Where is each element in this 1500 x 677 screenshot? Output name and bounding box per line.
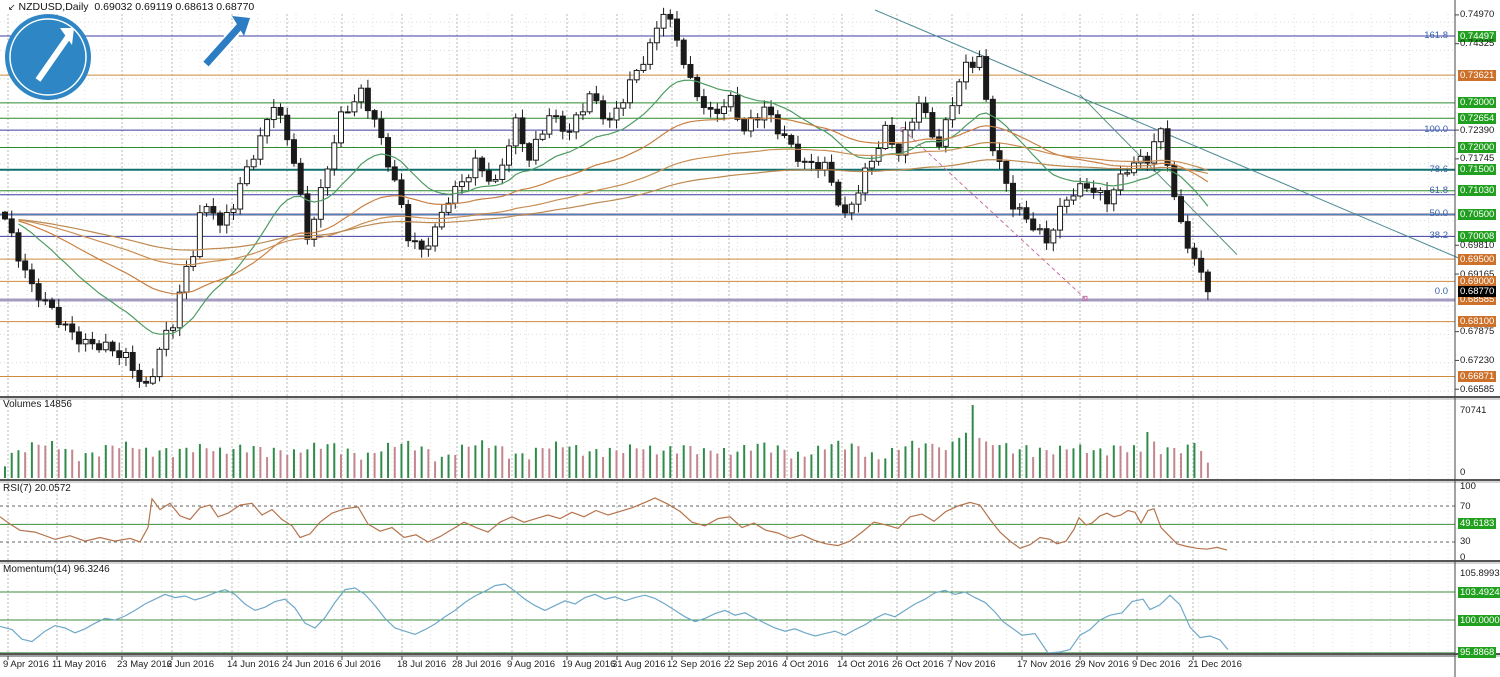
logo-arrow-icon <box>35 35 71 82</box>
date-axis-label: 6 Jul 2016 <box>337 659 381 670</box>
rsi-scale-label: 70 <box>1460 501 1471 512</box>
date-axis-label: 29 Nov 2016 <box>1075 659 1129 670</box>
date-axis-label: 9 Apr 2016 <box>3 659 49 670</box>
rsi-scale-label: 100 <box>1460 481 1476 492</box>
date-axis-label: 23 May 2016 <box>117 659 172 670</box>
date-axis-label: 18 Jul 2016 <box>397 659 447 670</box>
fib-level-label: 0.0 <box>1434 286 1448 297</box>
price-scale-label: 0.72654 <box>1458 113 1497 124</box>
price-scale-label: 0.71745 <box>1460 153 1495 164</box>
price-scale-label: 0.74970 <box>1460 9 1495 20</box>
price-scale-label: 0.71030 <box>1458 185 1497 196</box>
rsi-scale-label: 49.6183 <box>1458 518 1497 529</box>
symbol-ohlc-line: ↙ NZDUSD,Daily 0.69032 0.69119 0.68613 0.… <box>8 1 254 13</box>
price-scale-label: 0.68585 <box>1458 294 1497 305</box>
momentum-value: 96.3246 <box>73 564 110 575</box>
date-axis-label: 2 Jun 2016 <box>167 659 215 670</box>
price-scale-label: 0.70008 <box>1458 231 1497 242</box>
ohlc-low: 0.68613 <box>175 1 214 13</box>
price-scale-label: 0.72000 <box>1458 142 1497 153</box>
fib-level-label: 100.0 <box>1424 124 1448 135</box>
brand-arrow-head-icon <box>232 16 250 36</box>
price-scale-label: 0.69165 <box>1460 269 1495 280</box>
logo-ring <box>9 18 87 96</box>
volumes-indicator-label: Volumes 14856 <box>3 399 72 410</box>
rsi-name: RSI(7) <box>3 483 32 494</box>
date-axis-label: 19 Aug 2016 <box>562 659 616 670</box>
fib-level-label: 78.6 <box>1429 164 1449 175</box>
brand-arrow-icon <box>203 23 243 67</box>
date-axis-label: 28 Jul 2016 <box>452 659 502 670</box>
date-axis-label: 9 Dec 2016 <box>1132 659 1181 670</box>
momentum-scale-label: 105.8993 <box>1460 568 1500 579</box>
date-axis-label: 7 Nov 2016 <box>947 659 996 670</box>
price-scale-label: 0.71500 <box>1458 164 1497 175</box>
price-scale-label: 0.74325 <box>1460 38 1495 49</box>
price-scale-label: 0.68770 <box>1458 286 1497 297</box>
volume-scale-label: 70741 <box>1460 405 1487 416</box>
forexmart-logo-graphic <box>5 14 250 100</box>
momentum-indicator-label: Momentum(14) 96.3246 <box>3 564 110 575</box>
ohlc-high: 0.69119 <box>135 1 173 13</box>
date-axis-label: 11 May 2016 <box>52 659 107 670</box>
date-axis-label: 22 Sep 2016 <box>724 659 778 670</box>
price-scale-label: 0.73000 <box>1458 97 1497 108</box>
price-scale-label: 0.69810 <box>1460 240 1495 251</box>
rsi-value: 20.0572 <box>34 483 71 494</box>
fib-level-label: 61.8 <box>1429 185 1449 196</box>
logo-circle <box>5 14 91 100</box>
momentum-scale-label: 95.8868 <box>1458 647 1497 658</box>
fib-level-label: 38.2 <box>1429 230 1449 241</box>
date-axis-label: 14 Jun 2016 <box>227 659 280 670</box>
momentum-scale-label: 103.4924 <box>1458 587 1500 598</box>
symbol-marker-icon: ↙ <box>8 2 16 12</box>
price-scale-label: 0.67875 <box>1460 326 1495 337</box>
price-scale-label: 0.68100 <box>1458 316 1497 327</box>
date-axis-label: 4 Oct 2016 <box>782 659 829 670</box>
date-axis-label: 17 Nov 2016 <box>1017 659 1071 670</box>
date-axis-label: 24 Jun 2016 <box>282 659 335 670</box>
ohlc-close: 0.68770 <box>216 1 255 13</box>
price-scale-label: 0.70500 <box>1458 209 1497 220</box>
volumes-value: 14856 <box>44 399 72 410</box>
volume-scale-label: 0 <box>1460 467 1466 478</box>
date-axis-label: 26 Oct 2016 <box>892 659 944 670</box>
logo-arrow-head-icon <box>60 28 74 45</box>
fib-level-label: 161.8 <box>1424 30 1448 41</box>
fib-level-label: 50.0 <box>1429 208 1449 219</box>
price-scale-label: 0.67230 <box>1460 355 1495 366</box>
price-scale-label: 0.74497 <box>1458 31 1497 42</box>
price-scale-label: 0.69500 <box>1458 254 1497 265</box>
momentum-scale-label: 100.0000 <box>1458 615 1500 626</box>
date-axis-label: 21 Dec 2016 <box>1188 659 1242 670</box>
price-scale-label: 0.73621 <box>1458 70 1497 81</box>
price-scale-label: 0.72390 <box>1460 125 1495 136</box>
rsi-indicator-label: RSI(7) 20.0572 <box>3 483 71 494</box>
price-scale-label: 0.66871 <box>1458 371 1497 382</box>
rsi-scale-label: 30 <box>1460 536 1471 547</box>
rsi-scale-label: 0 <box>1460 552 1466 563</box>
date-axis-label: 12 Sep 2016 <box>667 659 721 670</box>
symbol-timeframe: NZDUSD,Daily <box>18 1 89 13</box>
momentum-name: Momentum(14) <box>3 564 71 575</box>
date-axis-label: 14 Oct 2016 <box>837 659 889 670</box>
volumes-name: Volumes <box>3 399 42 410</box>
price-scale-label: 0.66585 <box>1460 384 1495 395</box>
price-scale-label: 0.69000 <box>1458 276 1497 287</box>
date-axis-label: 31 Aug 2016 <box>612 659 666 670</box>
date-axis-label: 9 Aug 2016 <box>507 659 556 670</box>
ohlc-open: 0.69032 <box>94 1 133 13</box>
